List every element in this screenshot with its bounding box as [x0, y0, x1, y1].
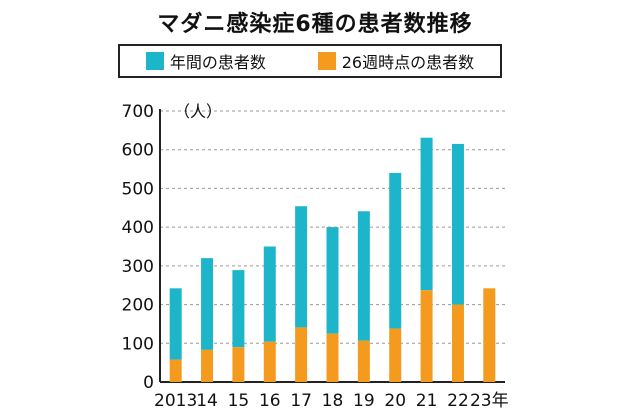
legend-item-week26: 26週時点の患者数: [317, 49, 475, 73]
bar-week26: [389, 328, 402, 382]
legend-item-annual: 年間の患者数: [145, 49, 266, 73]
bar-annual: [169, 288, 182, 360]
bar-week26: [232, 347, 245, 382]
bar-annual: [420, 137, 433, 291]
bar-annual: [295, 206, 308, 328]
y-tick-label: 700: [122, 102, 154, 122]
x-tick-label: 19: [353, 391, 375, 411]
y-tick-label: 600: [122, 141, 154, 161]
legend-swatch-week26: [317, 52, 336, 70]
y-tick-label: 500: [122, 179, 154, 199]
bar-annual: [389, 172, 402, 329]
bar-week26: [483, 288, 496, 382]
y-tick-label: 100: [122, 334, 154, 354]
bar-annual: [357, 211, 370, 341]
y-tick-label: 300: [122, 257, 154, 277]
bar-annual: [263, 246, 276, 342]
bar-week26: [201, 349, 214, 382]
bar-week26: [451, 304, 464, 382]
legend-label-annual: 年間の患者数: [169, 53, 266, 72]
bar-week26: [263, 341, 276, 382]
x-tick-label: 14: [196, 391, 218, 411]
bar-week26: [357, 340, 370, 382]
x-tick-label: 15: [228, 391, 250, 411]
y-tick-label: 0: [143, 373, 154, 393]
x-tick-label: 17: [290, 391, 312, 411]
x-tick-label: 18: [322, 391, 344, 411]
bar-week26: [326, 333, 339, 382]
x-tick-label: 20: [384, 391, 406, 411]
x-tick-label: 22: [447, 391, 469, 411]
y-axis-label: （人）: [174, 102, 222, 121]
bar-week26: [420, 290, 433, 382]
bar-annual: [451, 143, 464, 305]
chart-legend: 年間の患者数 26週時点の患者数: [118, 44, 502, 78]
bar-week26: [295, 327, 308, 382]
chart-title: マダニ感染症6種の患者数推移: [157, 12, 473, 37]
x-tick-label: 2013: [154, 391, 197, 411]
bar-week26: [169, 359, 182, 382]
x-tick-label: 16: [259, 391, 281, 411]
x-tick-label: 23年: [470, 391, 509, 411]
y-tick-label: 400: [122, 218, 154, 238]
bar-annual: [326, 227, 339, 334]
bar-annual: [232, 270, 245, 348]
bar-annual: [201, 258, 214, 350]
legend-swatch-annual: [145, 52, 164, 70]
y-tick-label: 200: [122, 296, 154, 316]
x-tick-label: 21: [416, 391, 438, 411]
legend-label-week26: 26週時点の患者数: [341, 53, 475, 72]
